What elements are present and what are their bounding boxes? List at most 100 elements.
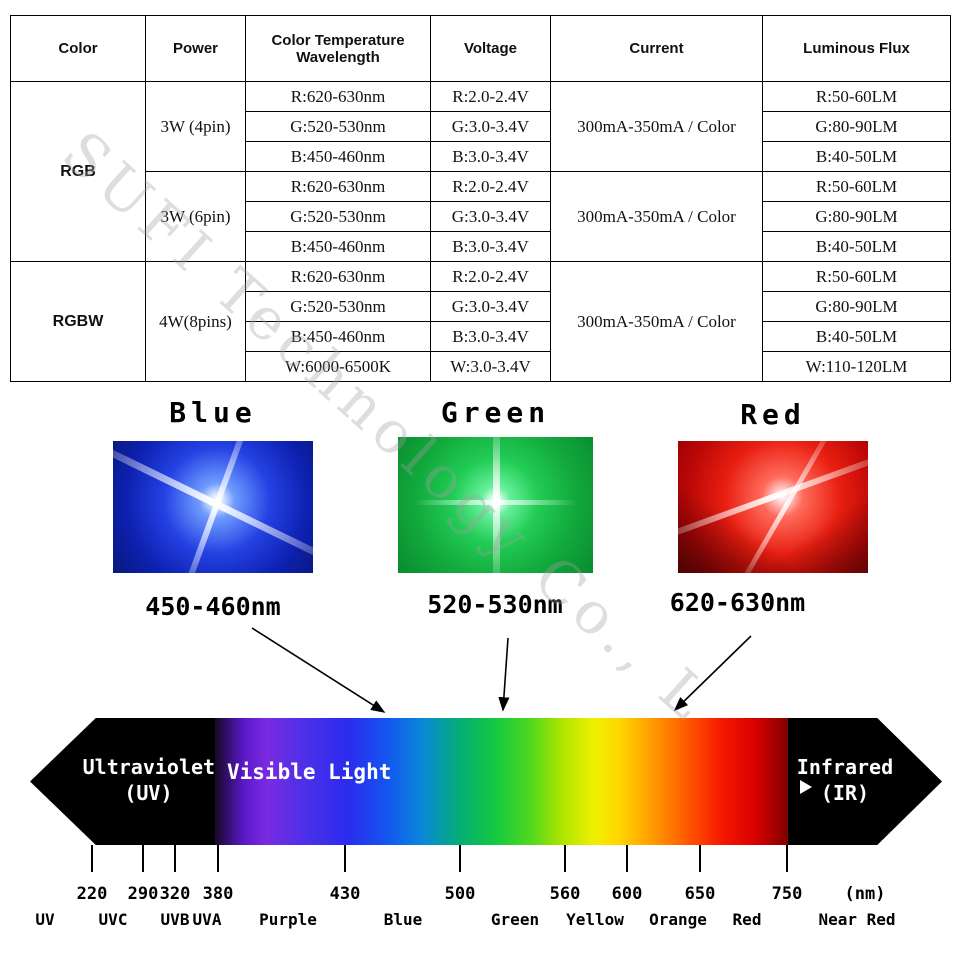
- cell-color-rgbw: RGBW: [10, 261, 146, 382]
- header-flux: Luminous Flux: [762, 15, 951, 82]
- tick-mark: [459, 845, 461, 872]
- cell-current: 300mA-350mA / Color: [550, 81, 763, 172]
- ultraviolet-label-line1: Ultraviolet: [82, 755, 216, 779]
- cell-wavelength-r: R:620-630nm: [245, 171, 431, 202]
- band-label-purple: Purple: [259, 910, 317, 929]
- band-label-orange: Orange: [649, 910, 707, 929]
- cell-wavelength-g: G:520-530nm: [245, 111, 431, 142]
- spectrum-diagram: Ultraviolet (UV) Visible Light Infrared …: [30, 718, 942, 845]
- specification-table: Color Power Color Temperature Wavelength…: [10, 15, 951, 382]
- cell-flux-b: B:40-50LM: [762, 231, 951, 262]
- table-row: B:450-460nm B:3.0-3.4V B:40-50LM: [11, 231, 951, 262]
- table-row: G:520-530nm G:3.0-3.4V G:80-90LM: [11, 201, 951, 232]
- header-color: Color: [10, 15, 146, 82]
- tick-label-430: 430: [329, 884, 361, 904]
- table-header-row: Color Power Color Temperature Wavelength…: [10, 15, 951, 82]
- cell-voltage-r: R:2.0-2.4V: [430, 261, 551, 292]
- cell-power-3w6pin: 3W (6pin): [145, 171, 246, 262]
- tick-mark: [217, 845, 219, 872]
- cell-voltage-g: G:3.0-3.4V: [430, 111, 551, 142]
- led-photo-blue: [113, 441, 313, 573]
- ultraviolet-label-line2: (UV): [124, 781, 173, 805]
- cell-wavelength-w: W:6000-6500K: [245, 351, 431, 382]
- table-row: B:450-460nm B:3.0-3.4V B:40-50LM: [11, 321, 951, 352]
- cell-power-3w4pin: 3W (4pin): [145, 81, 246, 172]
- cell-flux-b: B:40-50LM: [762, 321, 951, 352]
- table-row: G:520-530nm G:3.0-3.4V G:80-90LM: [11, 291, 951, 322]
- unit-label-nm: (nm): [844, 884, 886, 904]
- cell-flux-r: R:50-60LM: [762, 171, 951, 202]
- infrared-arrow: Infrared (IR): [788, 718, 942, 845]
- band-label-green: Green: [490, 910, 540, 929]
- tick-mark: [626, 845, 628, 872]
- cell-voltage-w: W:3.0-3.4V: [430, 351, 551, 382]
- band-label-uva: UVA: [192, 910, 222, 929]
- tick-mark: [564, 845, 566, 872]
- cell-wavelength-g: G:520-530nm: [245, 291, 431, 322]
- band-label-near-red: Near Red: [818, 910, 896, 929]
- tick-label-320: 320: [159, 884, 191, 904]
- table-row: 3W (6pin) R:620-630nm R:2.0-2.4V 300mA-3…: [11, 171, 951, 262]
- header-voltage: Voltage: [430, 15, 551, 82]
- tick-label-750: 750: [771, 884, 803, 904]
- band-label-red: Red: [732, 910, 762, 929]
- cell-flux-g: G:80-90LM: [762, 201, 951, 232]
- tick-label-650: 650: [684, 884, 716, 904]
- led-title-green: Green: [440, 396, 551, 429]
- cell-color-rgb: RGB: [10, 81, 146, 262]
- cell-voltage-r: R:2.0-2.4V: [430, 171, 551, 202]
- led-photo-green: [398, 437, 593, 573]
- arrow-green-wavelength: [498, 637, 510, 712]
- cell-wavelength-r: R:620-630nm: [245, 261, 431, 292]
- cell-wavelength-r: R:620-630nm: [245, 81, 431, 112]
- band-label-uv: UV: [35, 910, 55, 929]
- led-title-red: Red: [740, 398, 806, 431]
- tick-mark: [786, 845, 788, 872]
- band-label-yellow: Yellow: [566, 910, 624, 929]
- cell-voltage-r: R:2.0-2.4V: [430, 81, 551, 112]
- band-label-uvb: UVB: [160, 910, 190, 929]
- cell-flux-b: B:40-50LM: [762, 141, 951, 172]
- tick-label-560: 560: [549, 884, 581, 904]
- table-row: G:520-530nm G:3.0-3.4V G:80-90LM: [11, 111, 951, 142]
- cell-voltage-b: B:3.0-3.4V: [430, 231, 551, 262]
- cell-current: 300mA-350mA / Color: [550, 171, 763, 262]
- visible-light-label: Visible Light: [227, 760, 392, 784]
- cell-flux-w: W:110-120LM: [762, 351, 951, 382]
- infrared-label-line2: (IR): [820, 781, 870, 805]
- infrared-label: Infrared (IR): [794, 754, 896, 806]
- table-row: W:6000-6500K W:3.0-3.4V W:110-120LM: [11, 351, 951, 382]
- cell-wavelength-g: G:520-530nm: [245, 201, 431, 232]
- tick-label-600: 600: [611, 884, 643, 904]
- ultraviolet-arrow: Ultraviolet (UV): [30, 718, 218, 845]
- tick-mark: [699, 845, 701, 872]
- cell-flux-g: G:80-90LM: [762, 291, 951, 322]
- table-row: RGBW 4W(8pins) R:620-630nm R:2.0-2.4V 30…: [10, 261, 951, 382]
- tick-mark: [91, 845, 93, 872]
- header-current: Current: [550, 15, 763, 82]
- tick-label-380: 380: [202, 884, 234, 904]
- cell-wavelength-b: B:450-460nm: [245, 231, 431, 262]
- table-row: B:450-460nm B:3.0-3.4V B:40-50LM: [11, 141, 951, 172]
- cell-voltage-g: G:3.0-3.4V: [430, 291, 551, 322]
- ultraviolet-label: Ultraviolet (UV): [83, 754, 215, 806]
- cell-flux-g: G:80-90LM: [762, 111, 951, 142]
- header-wavelength: Color Temperature Wavelength: [245, 15, 431, 82]
- cell-flux-r: R:50-60LM: [762, 261, 951, 292]
- tick-mark: [142, 845, 144, 872]
- tick-label-220: 220: [76, 884, 108, 904]
- led-title-blue: Blue: [169, 396, 257, 429]
- wavelength-label-red: 620-630nm: [669, 588, 806, 617]
- arrow-blue-wavelength: [251, 627, 386, 713]
- wavelength-label-green: 520-530nm: [427, 590, 563, 619]
- led-photo-red: [678, 441, 868, 573]
- infrared-label-line1: Infrared: [796, 755, 894, 779]
- header-power: Power: [145, 15, 246, 82]
- visible-light-band: Visible Light: [215, 718, 790, 845]
- tick-mark: [344, 845, 346, 872]
- arrow-red-wavelength: [673, 635, 752, 712]
- cell-voltage-g: G:3.0-3.4V: [430, 201, 551, 232]
- table-row: RGB 3W (4pin) R:620-630nm R:2.0-2.4V 300…: [10, 81, 951, 262]
- tick-mark: [174, 845, 176, 872]
- band-label-uvc: UVC: [98, 910, 128, 929]
